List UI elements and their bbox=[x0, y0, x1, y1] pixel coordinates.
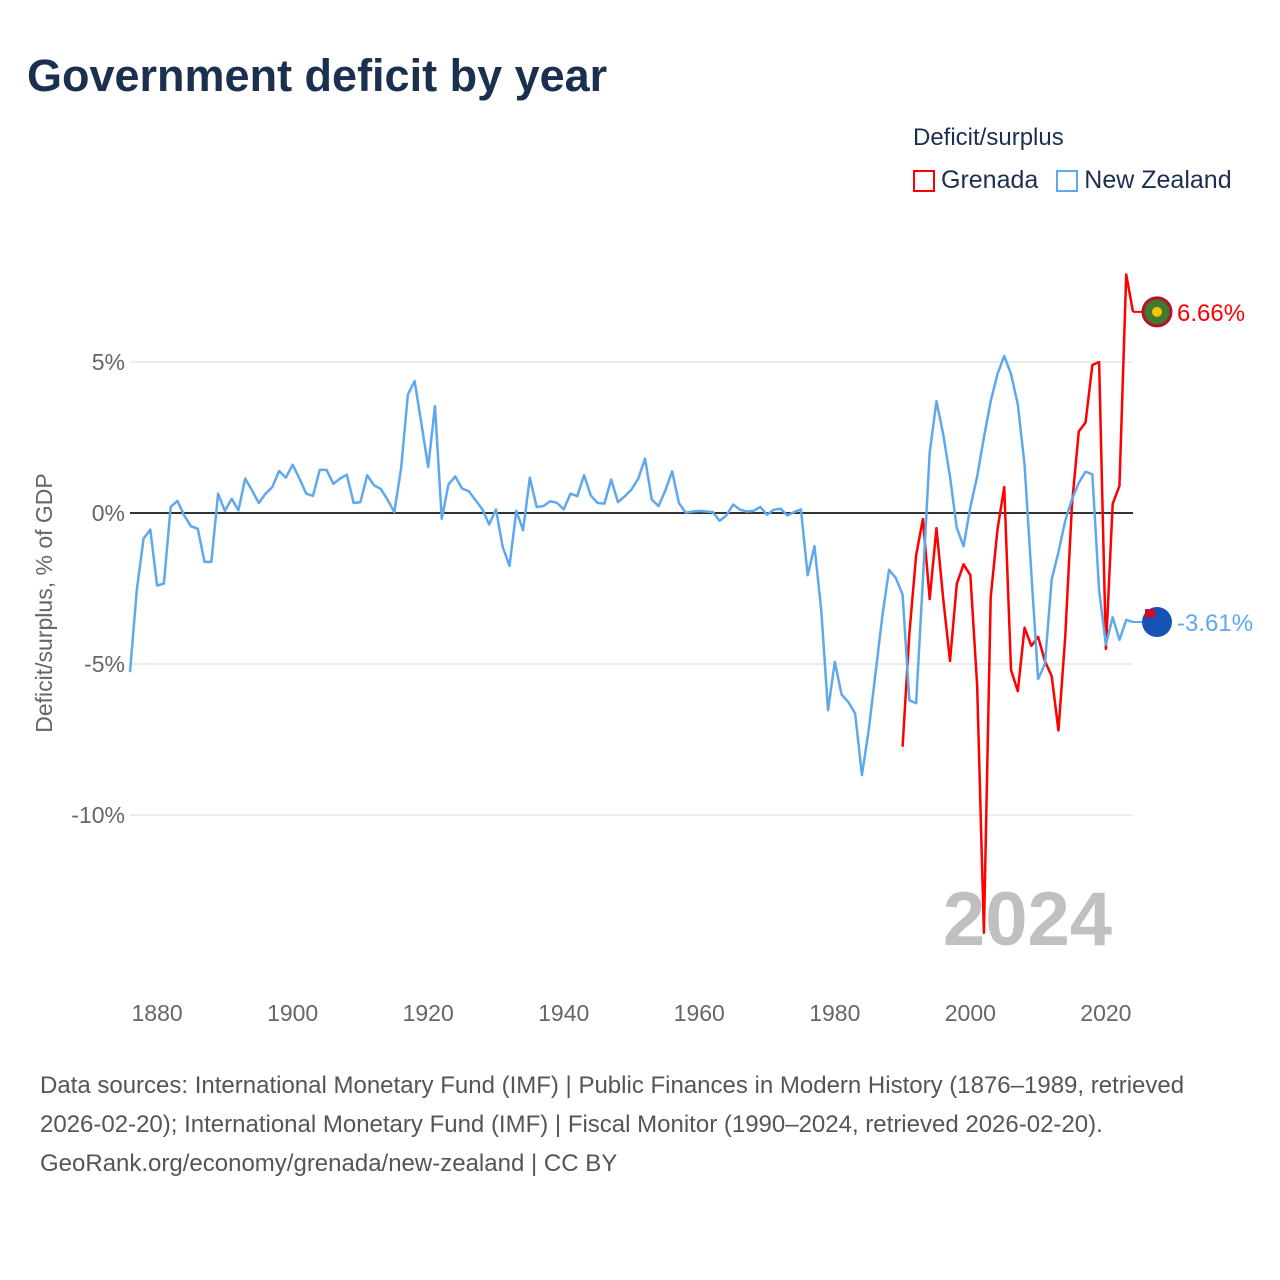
data-sources: Data sources: International Monetary Fun… bbox=[40, 1072, 1185, 1138]
x-tick-label: 1940 bbox=[538, 1000, 589, 1026]
x-tick-label: 1920 bbox=[403, 1000, 454, 1026]
y-tick-label: -5% bbox=[84, 651, 125, 677]
legend-item-new-zealand[interactable]: New Zealand bbox=[1056, 166, 1232, 195]
end-value-label: -3.61% bbox=[1177, 610, 1253, 637]
attribution[interactable]: GeoRank.org/economy/grenada/new-zealand … bbox=[40, 1150, 618, 1177]
legend-title: Deficit/surplus bbox=[913, 124, 1064, 151]
flag-union-icon bbox=[1145, 609, 1155, 619]
x-tick-label: 1880 bbox=[132, 1000, 183, 1026]
year-watermark: 2024 bbox=[943, 877, 1112, 962]
y-axis-label: Deficit/surplus, % of GDP bbox=[31, 473, 57, 732]
x-tick-label: 1980 bbox=[809, 1000, 860, 1026]
series-line-new-zealand bbox=[128, 354, 1134, 777]
chart-title: Government deficit by year bbox=[27, 50, 608, 101]
legend-label: New Zealand bbox=[1084, 166, 1232, 194]
legend-label: Grenada bbox=[941, 166, 1039, 194]
end-value-label: 6.66% bbox=[1177, 300, 1245, 327]
y-tick-label: 5% bbox=[92, 349, 125, 375]
series-line-grenada bbox=[901, 273, 1135, 935]
legend-item-grenada[interactable]: Grenada bbox=[913, 166, 1038, 195]
x-tick-label: 2020 bbox=[1080, 1000, 1131, 1026]
y-tick-label: 0% bbox=[92, 500, 125, 526]
flag-star-icon bbox=[1152, 306, 1162, 317]
footer: Data sources: International Monetary Fun… bbox=[40, 1066, 1240, 1183]
legend-swatch-new-zealand bbox=[1056, 169, 1079, 192]
y-tick-label: -10% bbox=[71, 802, 125, 828]
x-tick-label: 1960 bbox=[674, 1000, 725, 1026]
legend: Grenada New Zealand bbox=[913, 166, 1232, 195]
legend-swatch-grenada bbox=[913, 169, 935, 192]
x-tick-label: 1900 bbox=[267, 1000, 318, 1026]
x-tick-label: 2000 bbox=[945, 1000, 996, 1026]
